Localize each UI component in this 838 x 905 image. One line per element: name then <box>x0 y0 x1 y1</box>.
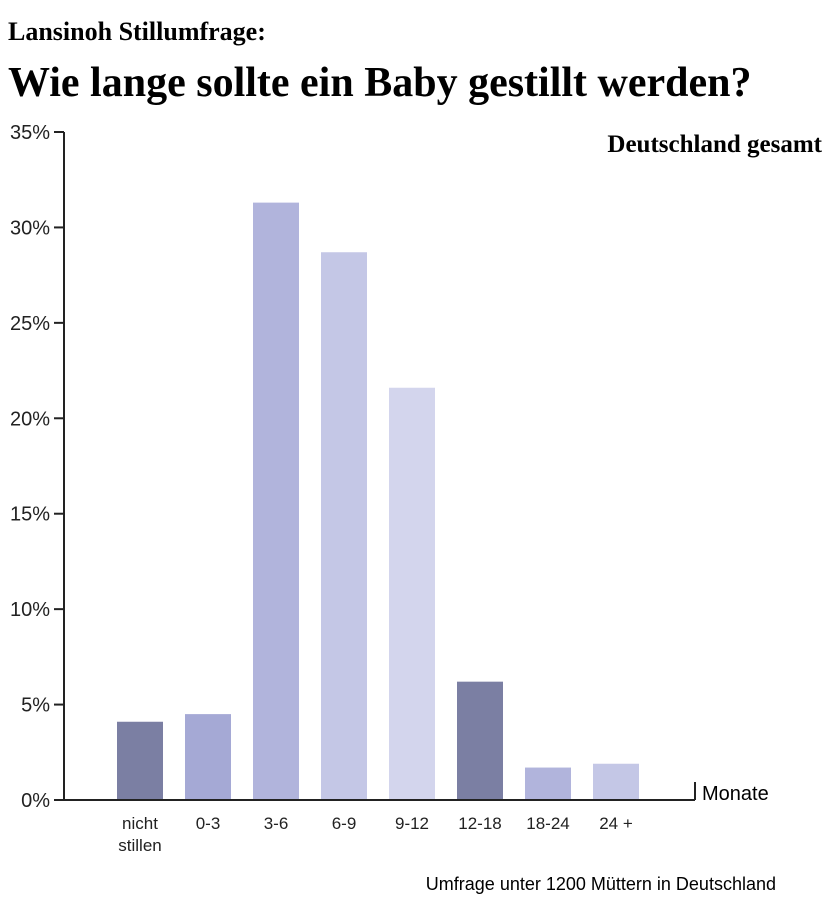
x-axis: nicht stillen 0-3 3-6 6-9 9-12 12-18 18-24 24 + <box>64 782 696 855</box>
bar <box>253 202 299 801</box>
y-tick-label: 10% <box>10 599 50 621</box>
chart-title: Wie lange sollte ein Baby gestillt werde… <box>8 60 752 106</box>
bar <box>457 681 503 800</box>
chart-subtitle: Deutschland gesamt <box>607 131 822 158</box>
y-tick-label: 15% <box>10 504 50 526</box>
y-tick-label: 0% <box>21 790 50 812</box>
x-tick-label: 3-6 <box>264 814 289 833</box>
y-tick-label: 30% <box>10 217 50 239</box>
bar <box>321 252 367 801</box>
bar <box>525 767 571 800</box>
x-tick-label: 24 + <box>599 814 633 833</box>
bar <box>389 387 435 800</box>
bar <box>117 721 163 800</box>
x-tick-label: 6-9 <box>332 814 357 833</box>
chart-footnote: Umfrage unter 1200 Müttern in Deutschlan… <box>426 874 776 894</box>
x-tick-label: 12-18 <box>458 814 501 833</box>
bar <box>593 763 639 800</box>
x-tick-label: 9-12 <box>395 814 429 833</box>
y-tick-label: 20% <box>10 408 50 430</box>
y-tick-label: 35% <box>10 122 50 144</box>
x-tick-label: 18-24 <box>526 814 569 833</box>
x-axis-label: Monate <box>702 783 769 805</box>
y-axis: 0% 5% 10% 15% 20% 25% 30% 35% <box>10 122 65 812</box>
chart-supertitle: Lansinoh Stillumfrage: <box>8 17 266 46</box>
x-tick-label: 0-3 <box>196 814 221 833</box>
y-tick-label: 25% <box>10 313 50 335</box>
bar <box>185 714 231 800</box>
bars-group <box>117 202 639 801</box>
y-tick-label: 5% <box>21 695 50 717</box>
x-tick-label: nicht stillen <box>118 814 161 855</box>
